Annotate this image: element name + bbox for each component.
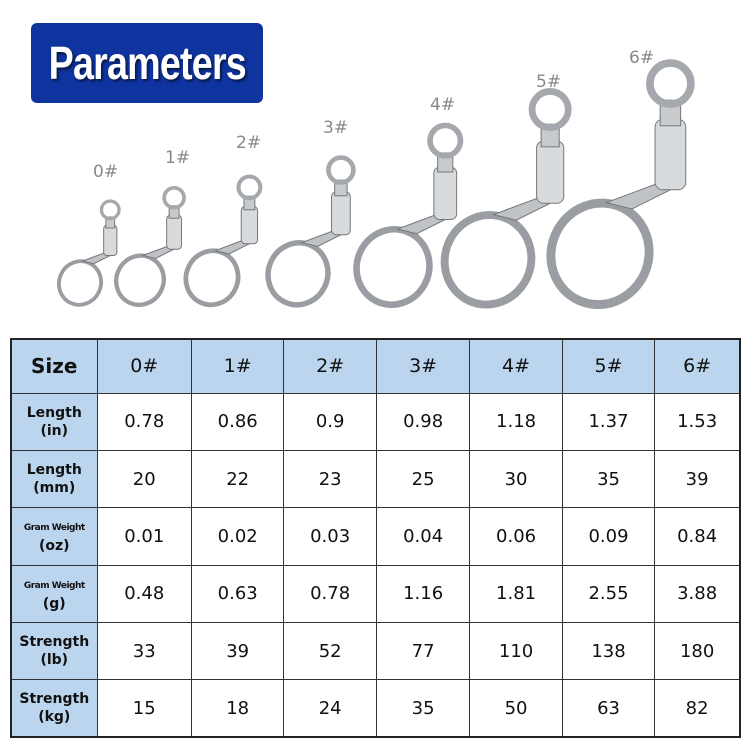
row-header: Strength (kg) — [10, 679, 98, 738]
swivel-2 — [183, 174, 263, 308]
table-cell: 180 — [654, 621, 741, 681]
table-cell: 0.03 — [283, 507, 377, 566]
row-header: Gram Weight (oz) — [10, 507, 98, 566]
header-cell: 6# — [654, 338, 741, 394]
table-row: Gram Weight (oz) 0.01 0.02 0.03 0.04 0.06 0.09 0… — [10, 507, 741, 566]
row-label: Gram Weight — [23, 523, 85, 534]
table-cell: 0.09 — [561, 507, 656, 566]
table-cell: 0.02 — [190, 507, 285, 566]
table-cell: 25 — [375, 450, 471, 509]
header-cell: 0# — [96, 338, 192, 394]
table-cell: 20 — [96, 450, 192, 509]
table-cell: 138 — [561, 621, 656, 681]
table-cell: 52 — [283, 621, 377, 681]
size-label: 6# — [629, 48, 655, 68]
size-label: 5# — [536, 72, 562, 92]
table-cell: 0.04 — [375, 507, 471, 566]
table-row: Length (mm) 20 22 23 25 30 35 39 — [10, 450, 741, 509]
row-header: Strength (lb) — [10, 621, 98, 681]
table-cell: 1.37 — [561, 392, 656, 452]
row-unit: (lb) — [40, 652, 69, 669]
table-cell: 50 — [469, 679, 563, 738]
swivel-6 — [546, 59, 695, 310]
row-unit: (g) — [42, 595, 66, 612]
table-cell: 23 — [283, 450, 377, 509]
table-cell: 1.18 — [469, 392, 563, 452]
row-label: Strength — [19, 691, 90, 708]
size-label: 2# — [236, 133, 262, 153]
row-label: Strength — [19, 634, 90, 651]
row-unit: (mm) — [33, 480, 76, 497]
table-row: Length (in) 0.78 0.86 0.9 0.98 1.18 1.37 1.53 — [10, 392, 741, 452]
row-label: Length — [26, 462, 82, 479]
table-cell: 1.53 — [654, 392, 741, 452]
table-cell: 30 — [469, 450, 563, 509]
header-cell: 1# — [190, 338, 285, 394]
size-label: 0# — [93, 162, 119, 182]
table-cell: 39 — [654, 450, 741, 509]
table-cell: 0.78 — [283, 564, 377, 623]
swivel-3 — [265, 155, 356, 308]
parameters-table: Size 0# 1# 2# 3# 4# 5# 6# Length (in) 0.78 0.86 0.9 0… — [10, 338, 741, 738]
table-cell: 0.84 — [654, 507, 741, 566]
table-cell: 24 — [283, 679, 377, 738]
swivel-5 — [440, 88, 572, 309]
table-cell: 3.88 — [654, 564, 741, 623]
table-cell: 0.98 — [375, 392, 471, 452]
swivel-images — [56, 59, 695, 310]
table-cell: 0.9 — [283, 392, 377, 452]
row-unit: (kg) — [38, 709, 71, 726]
row-label: Length — [26, 404, 82, 421]
header-cell: 5# — [561, 338, 656, 394]
table-cell: 39 — [190, 621, 285, 681]
table-row: Strength (kg) 15 18 24 35 50 63 82 — [10, 679, 741, 738]
table-cell: 0.86 — [190, 392, 285, 452]
header-cell: 3# — [375, 338, 471, 394]
swivel-1 — [114, 185, 186, 307]
swivel-4 — [353, 122, 464, 308]
table-row: Strength (lb) 33 39 52 77 110 138 180 — [10, 621, 741, 681]
header-cell: 4# — [469, 338, 563, 394]
table-cell: 33 — [96, 621, 192, 681]
title-banner: Parameters — [31, 23, 263, 103]
table-cell: 35 — [561, 450, 656, 509]
row-unit: (oz) — [38, 538, 70, 555]
table-row: Gram Weight (g) 0.48 0.63 0.78 1.16 1.81 2.55 3.… — [10, 564, 741, 623]
table-cell: 1.16 — [375, 564, 471, 623]
table-cell: 110 — [469, 621, 563, 681]
table-cell: 77 — [375, 621, 471, 681]
table-cell: 82 — [654, 679, 741, 738]
header-cell: 2# — [283, 338, 377, 394]
table-header-row: Size 0# 1# 2# 3# 4# 5# 6# — [10, 338, 741, 394]
table-cell: 0.06 — [469, 507, 563, 566]
size-label: 4# — [430, 95, 456, 115]
page-title: Parameters — [48, 37, 246, 89]
table-cell: 0.63 — [190, 564, 285, 623]
table-cell: 2.55 — [561, 564, 656, 623]
row-unit: (in) — [40, 422, 69, 439]
swivel-0 — [56, 199, 121, 307]
table-cell: 1.81 — [469, 564, 563, 623]
table-cell: 0.01 — [96, 507, 192, 566]
table-cell: 18 — [190, 679, 285, 738]
table-cell: 15 — [96, 679, 192, 738]
table-cell: 0.78 — [96, 392, 192, 452]
row-header: Gram Weight (g) — [10, 564, 98, 623]
row-label: Gram Weight — [23, 580, 85, 591]
table-cell: 35 — [375, 679, 471, 738]
table-cell: 22 — [190, 450, 285, 509]
table-cell: 63 — [561, 679, 656, 738]
header-size: Size — [10, 338, 98, 394]
size-label: 1# — [165, 148, 191, 168]
table-cell: 0.48 — [96, 564, 192, 623]
size-label: 3# — [323, 118, 349, 138]
row-header: Length (mm) — [10, 450, 98, 509]
row-header: Length (in) — [10, 392, 98, 452]
